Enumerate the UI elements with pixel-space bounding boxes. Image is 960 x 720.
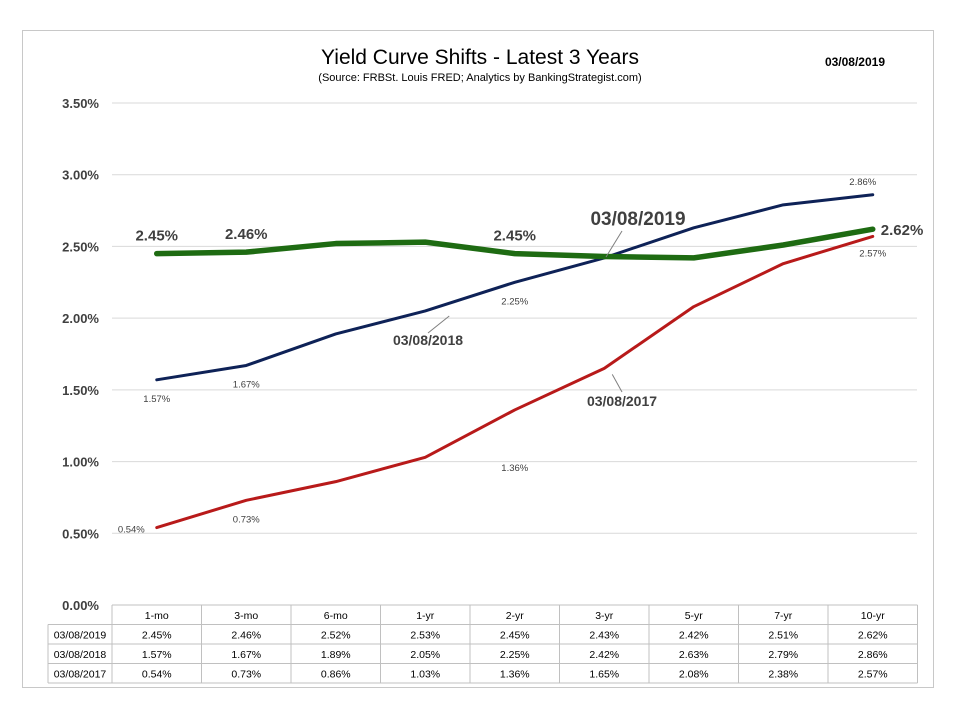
table-cell: 1.36% xyxy=(500,668,530,680)
table-cell: 2.79% xyxy=(768,649,798,661)
leader-line xyxy=(611,374,623,393)
table-cell: 0.73% xyxy=(231,668,261,680)
data-table: 1-mo 3-mo 6-mo 1-yr 2-yr 3-yr 5-yr 7-yr 10-yr 03/… xyxy=(47,604,918,684)
data-label: 2.46% xyxy=(225,226,268,243)
chart-subtitle: (Source: FRBSt. Louis FRED; Analytics by… xyxy=(318,72,641,84)
chart-date: 03/08/2019 xyxy=(825,55,885,69)
y-tick-label: 0.00% xyxy=(62,598,99,613)
table-cell: 2.25% xyxy=(500,649,530,661)
table-cell: 2.38% xyxy=(768,668,798,680)
table-cell: 1.03% xyxy=(410,668,440,680)
y-tick-label: 3.50% xyxy=(62,96,99,111)
series-line-03-08-2019 xyxy=(154,226,876,261)
x-tick-label: 10-yr xyxy=(861,610,885,622)
table-cell: 1.65% xyxy=(589,668,619,680)
series-callout: 03/08/2018 xyxy=(393,332,463,348)
series-line-03-08-2017 xyxy=(155,234,875,530)
y-tick-label: 2.00% xyxy=(62,311,99,326)
table-cell: 0.86% xyxy=(321,668,351,680)
x-tick-label: 6-mo xyxy=(324,610,348,622)
table-cell: 2.43% xyxy=(589,629,619,641)
table-cell: 2.05% xyxy=(410,649,440,661)
table-cell: 2.62% xyxy=(858,629,888,641)
table-cell: 2.86% xyxy=(858,649,888,661)
leader-line xyxy=(605,230,623,258)
table-cell: 2.45% xyxy=(142,629,172,641)
table-cell: 1.89% xyxy=(321,649,351,661)
data-label: 1.67% xyxy=(233,379,260,390)
chart-title: Yield Curve Shifts - Latest 3 Years xyxy=(321,46,639,69)
table-cell: 2.52% xyxy=(321,629,351,641)
data-label: 0.54% xyxy=(118,525,145,536)
data-label: 1.36% xyxy=(501,463,528,474)
y-tick-label: 0.50% xyxy=(62,526,99,541)
y-tick-label: 1.00% xyxy=(62,455,99,470)
data-label: 2.86% xyxy=(849,177,876,188)
data-label: 0.73% xyxy=(233,514,260,525)
y-tick-label: 2.50% xyxy=(62,239,99,254)
data-label: 2.45% xyxy=(135,228,178,245)
table-cell: 2.42% xyxy=(589,649,619,661)
y-tick-label: 3.00% xyxy=(62,168,99,183)
table-cell: 2.51% xyxy=(768,629,798,641)
y-axis-ticks: 0.00% 0.50% 1.00% 1.50% 2.00% 2.50% 3.00% 3.50% xyxy=(62,96,99,613)
table-cell: 1.57% xyxy=(142,649,172,661)
x-tick-label: 7-yr xyxy=(774,610,793,622)
data-label: 2.62% xyxy=(881,222,924,239)
data-label: 2.57% xyxy=(859,248,886,259)
table-cell: 2.42% xyxy=(679,629,709,641)
x-tick-label: 2-yr xyxy=(506,610,525,622)
data-labels: 2.45% 2.46% 2.45% 2.62% 1.57% 1.67% 2.25% 2.86%… xyxy=(118,177,923,536)
table-cell: 2.45% xyxy=(500,629,530,641)
x-tick-label: 3-yr xyxy=(595,610,614,622)
table-row-header: 03/08/2017 xyxy=(54,668,107,680)
x-tick-label: 1-mo xyxy=(145,610,169,622)
table-row-header: 03/08/2019 xyxy=(54,629,107,641)
series-line-03-08-2018 xyxy=(155,193,875,382)
table-cell: 2.57% xyxy=(858,668,888,680)
x-tick-label: 1-yr xyxy=(416,610,435,622)
table-cell: 2.08% xyxy=(679,668,709,680)
table-cell: 2.46% xyxy=(231,629,261,641)
y-tick-label: 1.50% xyxy=(62,383,99,398)
leader-line xyxy=(427,315,450,334)
data-label: 1.57% xyxy=(143,394,170,405)
x-tick-label: 5-yr xyxy=(685,610,704,622)
table-row-header: 03/08/2018 xyxy=(54,649,107,661)
table-cell: 1.67% xyxy=(231,649,261,661)
table-cell: 2.63% xyxy=(679,649,709,661)
series-lines xyxy=(154,193,876,530)
table-cell: 2.53% xyxy=(410,629,440,641)
table-cell: 0.54% xyxy=(142,668,172,680)
series-callout: 03/08/2019 xyxy=(590,209,685,230)
x-tick-label: 3-mo xyxy=(234,610,258,622)
data-label: 2.25% xyxy=(501,296,528,307)
series-callout: 03/08/2017 xyxy=(587,393,657,409)
data-label: 2.45% xyxy=(493,228,536,245)
chart-frame xyxy=(22,30,934,688)
